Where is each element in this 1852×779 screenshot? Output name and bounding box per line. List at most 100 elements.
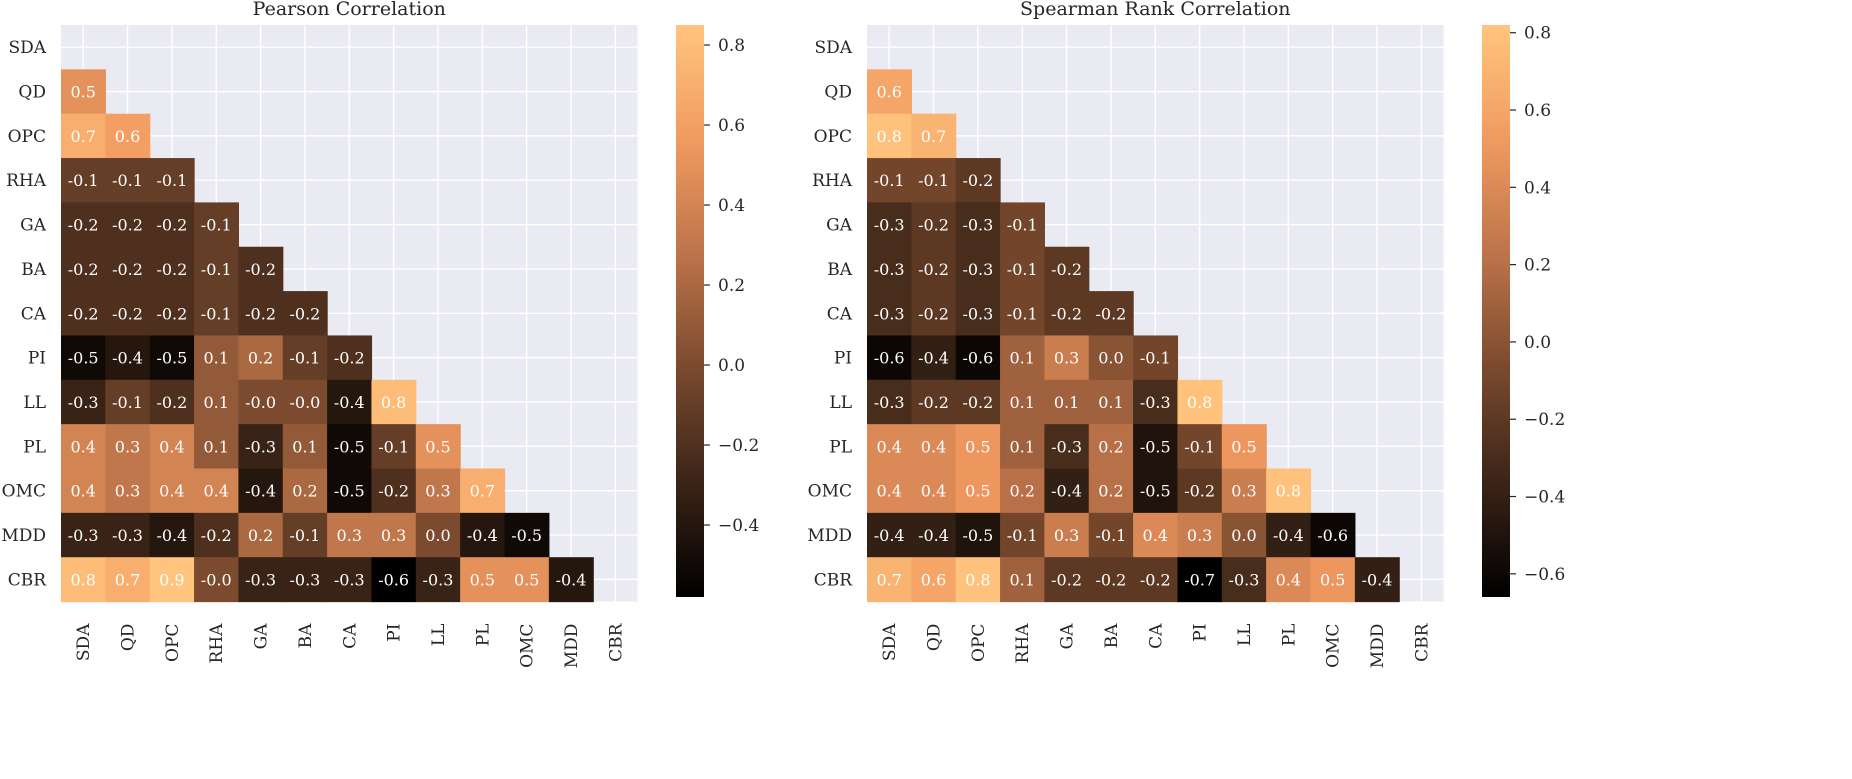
cell-value-label: -0.0 <box>245 393 276 412</box>
heatmap-cell <box>61 69 106 115</box>
cell-value-label: 0.4 <box>921 437 946 456</box>
heatmap-cell <box>105 512 151 558</box>
heatmap-cell <box>327 468 373 514</box>
heatmap-cell <box>460 512 506 558</box>
heatmap-cell <box>238 246 284 292</box>
cell-value-label: -0.3 <box>1140 393 1171 412</box>
cell-value-label: 0.7 <box>876 570 901 589</box>
cell-value-label: -0.2 <box>245 260 276 279</box>
y-tick-label: PL <box>23 437 46 457</box>
cell-value-label: 0.3 <box>1054 349 1079 368</box>
cell-value-label: 0.8 <box>876 127 901 146</box>
y-tick-label: GA <box>20 216 47 236</box>
heatmap-cell <box>1000 379 1045 425</box>
cell-value-label: -0.2 <box>918 216 949 235</box>
cell-value-label: 0.4 <box>1276 570 1301 589</box>
heatmap-cell <box>327 379 373 425</box>
heatmap-cell <box>1221 512 1267 558</box>
cell-value-label: -0.5 <box>334 482 365 501</box>
cell-value-label: -0.1 <box>156 171 187 190</box>
heatmap-cell <box>867 246 912 292</box>
heatmap-cell <box>1177 424 1223 470</box>
heatmap-cell <box>1000 202 1045 248</box>
cell-value-label: 0.6 <box>876 83 901 102</box>
heatmap-cell <box>149 158 195 203</box>
heatmap-cell <box>1354 557 1400 603</box>
cell-value-label: -0.3 <box>874 393 905 412</box>
cell-value-label: 0.5 <box>70 83 95 102</box>
heatmap-cell <box>911 335 957 381</box>
y-tick-label: CBR <box>814 570 854 590</box>
chart-title: Pearson Correlation <box>253 0 446 20</box>
heatmap-cell <box>867 512 912 558</box>
cell-value-label: -0.1 <box>201 260 232 279</box>
heatmap-cell <box>867 202 912 248</box>
heatmap-cell <box>955 468 1001 514</box>
heatmap-cell <box>194 468 239 514</box>
cell-value-label: -0.2 <box>1184 482 1215 501</box>
heatmap-cell <box>1133 512 1179 558</box>
x-tick-label: LL <box>429 624 449 647</box>
cell-value-label: 0.6 <box>921 570 946 589</box>
cell-value-label: -0.3 <box>112 526 143 545</box>
heatmap-cell <box>548 557 594 603</box>
heatmap-cell <box>1221 424 1267 470</box>
heatmap-cell <box>1310 557 1356 603</box>
heatmap-cell <box>1000 291 1045 337</box>
cell-value-label: -0.4 <box>874 526 905 545</box>
cell-value-label: -0.5 <box>334 437 365 456</box>
cell-value-label: 0.6 <box>115 127 140 146</box>
y-tick-label: PI <box>28 349 46 369</box>
heatmap-cell <box>1266 557 1312 603</box>
cell-value-label: -0.3 <box>1229 570 1260 589</box>
heatmap-cell <box>282 557 328 603</box>
cell-value-label: 0.8 <box>1276 482 1301 501</box>
cell-value-label: -0.1 <box>1007 216 1038 235</box>
cell-value-label: -0.3 <box>962 216 993 235</box>
cell-value-label: 0.0 <box>1098 349 1123 368</box>
cell-value-label: -0.1 <box>201 304 232 323</box>
heatmap-cell <box>1000 468 1045 514</box>
cell-value-label: -0.2 <box>1140 570 1171 589</box>
cell-value-label: -0.5 <box>1140 437 1171 456</box>
heatmap-cell <box>1000 512 1045 558</box>
colorbar-tick-label: 0.4 <box>1524 178 1551 198</box>
x-tick-label: PI <box>1191 624 1211 642</box>
heatmap-cell <box>911 379 957 425</box>
cell-value-label: -0.2 <box>378 482 409 501</box>
cell-value-label: -0.2 <box>1095 304 1126 323</box>
cell-value-label: -0.3 <box>245 437 276 456</box>
heatmap-cell <box>61 113 106 159</box>
cell-value-label: 0.5 <box>1231 437 1256 456</box>
x-tick-label: CBR <box>1412 622 1432 662</box>
heatmap-cell <box>1266 512 1312 558</box>
heatmap-cell <box>1044 335 1090 381</box>
x-tick-label: GA <box>1058 623 1078 650</box>
cell-value-label: -0.3 <box>423 570 454 589</box>
cell-value-label: -0.6 <box>1317 526 1348 545</box>
cell-value-label: -0.2 <box>962 171 993 190</box>
heatmap-cell <box>327 424 373 470</box>
cell-value-label: -0.4 <box>467 526 498 545</box>
heatmap-cell <box>282 468 328 514</box>
y-tick-label: CA <box>21 304 47 324</box>
colorbar-tick-label: 0.6 <box>1524 101 1551 121</box>
cell-value-label: -0.2 <box>918 260 949 279</box>
colorbar-tick-label: −0.4 <box>1524 488 1565 508</box>
x-tick-label: OMC <box>1324 624 1344 668</box>
cell-value-label: 0.1 <box>203 393 228 412</box>
cell-value-label: 0.3 <box>1187 526 1212 545</box>
cell-value-label: -0.1 <box>289 349 320 368</box>
cell-value-label: -0.1 <box>918 171 949 190</box>
cell-value-label: -0.5 <box>156 349 187 368</box>
y-tick-label: LL <box>23 393 46 413</box>
heatmap-cell <box>867 291 912 337</box>
cell-value-label: -0.2 <box>156 260 187 279</box>
x-tick-label: MDD <box>1368 624 1388 669</box>
cell-value-label: -0.5 <box>1140 482 1171 501</box>
heatmap-cell <box>867 424 912 470</box>
heatmap-cell <box>105 291 151 337</box>
heatmap-cell <box>1088 291 1134 337</box>
cell-value-label: -0.2 <box>1051 260 1082 279</box>
x-tick-label: QD <box>119 624 139 652</box>
